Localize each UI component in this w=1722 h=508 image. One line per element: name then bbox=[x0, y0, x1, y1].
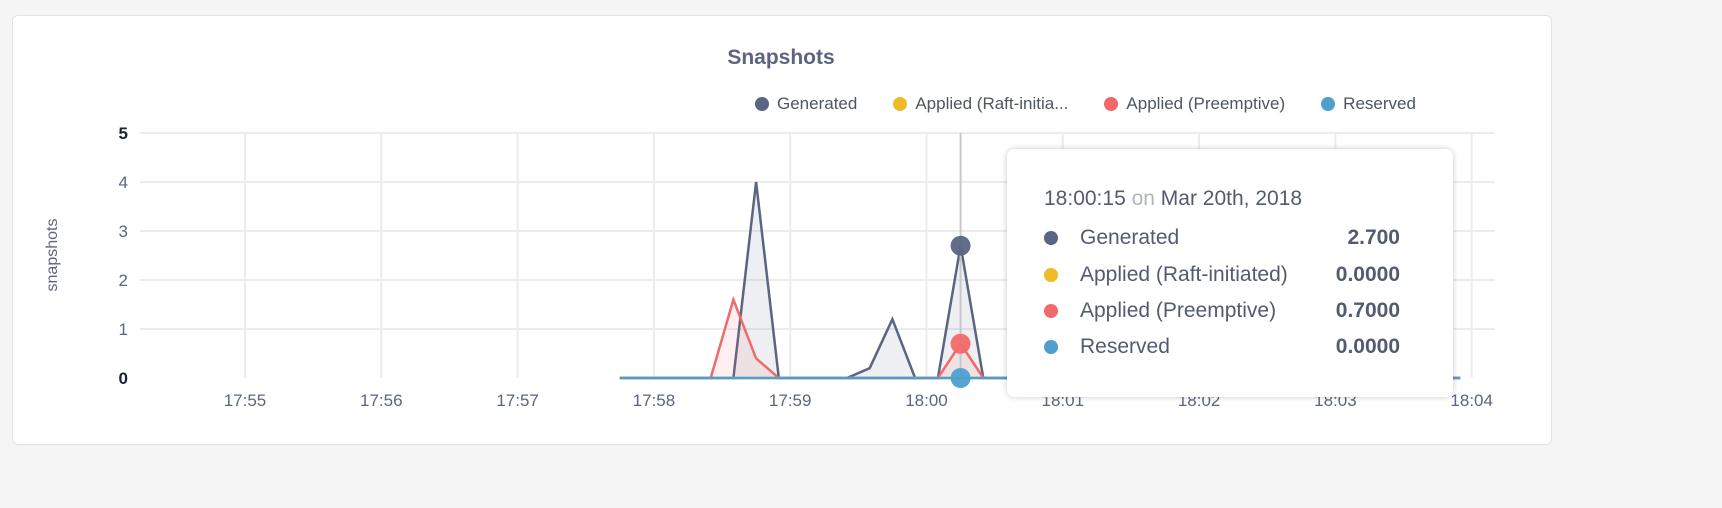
y-tick-label: 5 bbox=[119, 124, 128, 143]
hover-point bbox=[950, 368, 971, 388]
legend-label: Generated bbox=[777, 94, 858, 113]
tooltip-value: 2.700 bbox=[1347, 226, 1400, 249]
tooltip-label: Applied (Raft-initiated) bbox=[1080, 263, 1288, 286]
series-dot bbox=[1044, 340, 1058, 354]
tooltip-label: Applied (Preemptive) bbox=[1080, 299, 1277, 322]
x-tick-label: 18:00 bbox=[905, 391, 948, 410]
legend-item-applied-preemptive[interactable]: Applied (Preemptive) bbox=[1104, 94, 1285, 114]
x-tick-label: 17:57 bbox=[496, 391, 539, 410]
tooltip-row: Generated 2.700 bbox=[1044, 222, 1400, 254]
tooltip-row: Applied (Preemptive) 0.7000 bbox=[1044, 295, 1400, 327]
tooltip-value: 0.7000 bbox=[1335, 299, 1400, 322]
legend-label: Applied (Preemptive) bbox=[1126, 94, 1286, 113]
legend-item-reserved[interactable]: Reserved bbox=[1321, 94, 1416, 114]
legend-label: Reserved bbox=[1343, 94, 1416, 113]
x-tick-label: 17:59 bbox=[769, 391, 812, 410]
x-tick-label: 17:55 bbox=[224, 391, 267, 410]
x-tick-label: 17:58 bbox=[633, 391, 676, 410]
hover-tooltip: 18:00:15 on Mar 20th, 2018 Generated 2.70… bbox=[1007, 149, 1453, 397]
tooltip-value: 0.0000 bbox=[1335, 335, 1400, 358]
legend-dot bbox=[893, 97, 908, 111]
legend-label: Applied (Raft-initia... bbox=[915, 94, 1069, 113]
y-tick-label: 0 bbox=[119, 369, 128, 388]
series-dot bbox=[1044, 268, 1058, 282]
legend-dot bbox=[1104, 97, 1119, 111]
legend-dot bbox=[1321, 97, 1336, 111]
y-tick-label: 1 bbox=[119, 320, 128, 339]
chart-title: Snapshots bbox=[727, 46, 835, 69]
tooltip-on: on bbox=[1131, 187, 1155, 210]
legend-item-generated[interactable]: Generated bbox=[755, 94, 857, 114]
tooltip-value: 0.0000 bbox=[1335, 263, 1400, 286]
hover-point bbox=[950, 235, 971, 256]
legend-item-applied-raft[interactable]: Applied (Raft-initia... bbox=[893, 94, 1068, 114]
tooltip-time: 18:00:15 bbox=[1044, 187, 1126, 210]
series-dot bbox=[1044, 231, 1058, 245]
legend: Generated Applied (Raft-initia... Applie… bbox=[755, 94, 1452, 114]
y-tick-label: 4 bbox=[119, 173, 128, 192]
y-axis-label: snapshots bbox=[44, 219, 61, 292]
legend-dot bbox=[755, 97, 769, 111]
tooltip-label: Reserved bbox=[1080, 335, 1170, 358]
tooltip-row: Reserved 0.0000 bbox=[1044, 331, 1400, 363]
hover-point bbox=[950, 333, 971, 354]
tooltip-date: Mar 20th, 2018 bbox=[1160, 187, 1303, 210]
x-tick-label: 18:04 bbox=[1450, 391, 1493, 410]
tooltip-row: Applied (Raft-initiated) 0.0000 bbox=[1044, 259, 1400, 291]
tooltip-label: Generated bbox=[1080, 226, 1180, 249]
series-dot bbox=[1044, 304, 1058, 318]
x-tick-label: 17:56 bbox=[360, 391, 403, 410]
tooltip-header: 18:00:15 on Mar 20th, 2018 bbox=[1044, 187, 1302, 211]
y-tick-label: 3 bbox=[119, 222, 128, 241]
y-tick-label: 2 bbox=[119, 271, 128, 290]
